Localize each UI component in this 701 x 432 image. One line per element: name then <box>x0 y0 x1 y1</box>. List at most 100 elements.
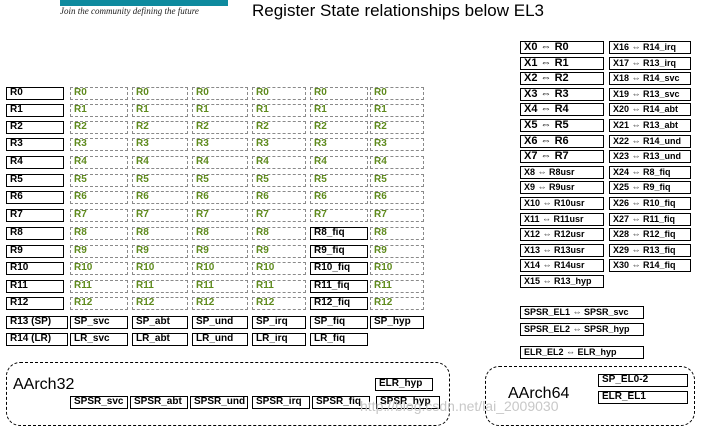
aarch32-reg-box: LR_fiq <box>310 333 368 346</box>
aarch32-reg-box: R7 <box>192 209 248 222</box>
spsr-box: SPSR_fiq <box>312 396 370 409</box>
aarch32-reg-box: R5 <box>310 174 368 187</box>
x-register-box: X28 ⇔ R12_fiq <box>609 228 691 242</box>
x-register-box: X20 ⇔ R14_abt <box>609 103 691 117</box>
aarch32-reg-box: R9_fiq <box>310 245 368 258</box>
aarch32-reg-box: R11 <box>252 280 306 293</box>
aarch32-reg-box: R12 <box>252 297 306 310</box>
aarch32-reg-box: R9 <box>370 245 424 258</box>
aarch32-reg-box: R10 <box>252 262 306 275</box>
aarch32-reg-box: R7 <box>370 209 424 222</box>
x-register-box: X3 ⇔ R3 <box>520 87 604 101</box>
x-register-box: X4 ⇔ R4 <box>520 103 604 117</box>
aarch32-reg-box: R12 <box>192 297 248 310</box>
aarch32-reg-box: R11 <box>370 280 424 293</box>
watermark-text: http://blog.csdn.net/lai_2009030 <box>360 398 559 414</box>
x-register-box: X27 ⇔ R11_fiq <box>609 212 691 226</box>
aarch32-reg-box: R12_fiq <box>310 297 368 310</box>
x-register-box: X30 ⇔ R14_fiq <box>609 259 691 273</box>
spsr-box: SPSR_hyp <box>376 396 440 409</box>
spsr-box: SPSR_svc <box>70 396 128 409</box>
elr-hyp-box: ELR_hyp <box>375 378 433 391</box>
aarch32-reg-box: R5 <box>6 174 64 187</box>
x-register-box: X15 ⇔ R13_hyp <box>520 275 604 288</box>
x-register-box: X6 ⇔ R6 <box>520 134 604 148</box>
aarch32-reg-box: R5 <box>192 174 248 187</box>
x-register-box: X22 ⇔ R14_und <box>609 134 691 148</box>
x-register-box: X17 ⇔ R13_irq <box>609 56 691 70</box>
spsr-box: SPSR_abt <box>130 396 188 409</box>
aarch32-reg-box: R6 <box>70 191 128 204</box>
aarch32-reg-box: R3 <box>70 138 128 151</box>
aarch32-reg-box: R14 (LR) <box>6 333 68 346</box>
aarch32-reg-box: R3 <box>6 138 64 151</box>
elr-el1-box: ELR_EL1 <box>598 391 688 404</box>
aarch32-reg-box: R4 <box>310 156 368 169</box>
x-register-box: X25 ⇔ R9_fiq <box>609 181 691 195</box>
aarch32-reg-box: R10 <box>70 262 128 275</box>
aarch32-reg-box: R10 <box>6 262 64 275</box>
tagline: Join the community defining the future <box>60 6 199 16</box>
aarch32-reg-box: R0 <box>192 87 248 100</box>
aarch32-reg-box: R2 <box>6 121 64 134</box>
x-register-box: X16 ⇔ R14_irq <box>609 41 691 54</box>
aarch32-reg-box: R5 <box>70 174 128 187</box>
page-title: Register State relationships below EL3 <box>252 1 544 20</box>
aarch32-reg-box: R8 <box>6 227 64 240</box>
aarch32-reg-box: R8 <box>192 227 248 240</box>
aarch32-reg-box: R8_fiq <box>310 227 368 240</box>
x-register-box: X2 ⇔ R2 <box>520 72 604 86</box>
aarch32-reg-box: R1 <box>70 104 128 117</box>
aarch32-reg-box: R3 <box>370 138 424 151</box>
x-register-box: X1 ⇔ R1 <box>520 56 604 70</box>
aarch32-reg-box: R11 <box>132 280 188 293</box>
aarch32-reg-box: R1 <box>252 104 306 117</box>
aarch32-reg-box: R7 <box>70 209 128 222</box>
aarch32-reg-box: R5 <box>370 174 424 187</box>
aarch32-reg-box: R0 <box>370 87 424 100</box>
spsr-box: SPSR_irq <box>252 396 310 409</box>
aarch32-reg-box: R12 <box>6 297 64 310</box>
x-register-box: X24 ⇔ R8_fiq <box>609 165 691 179</box>
aarch32-reg-box: SP_und <box>192 316 248 329</box>
aarch32-reg-box: R4 <box>370 156 424 169</box>
spsr-el2-box: SPSR_EL2 ⇔ SPSR_hyp <box>520 323 644 336</box>
aarch32-reg-box: LR_und <box>192 333 248 346</box>
x-register-box: X12 ⇔ R12usr <box>520 228 604 242</box>
aarch32-reg-box: R11 <box>70 280 128 293</box>
x-register-box: X9 ⇔ R9usr <box>520 181 604 195</box>
aarch32-reg-box: R8 <box>252 227 306 240</box>
aarch32-label: AArch32 <box>13 376 75 393</box>
x-register-box: X18 ⇔ R14_svc <box>609 72 691 86</box>
x-register-box: X10 ⇔ R10usr <box>520 197 604 210</box>
aarch32-reg-box: R4 <box>192 156 248 169</box>
aarch32-reg-box: R2 <box>252 121 306 134</box>
aarch32-reg-box: R10 <box>192 262 248 275</box>
aarch32-reg-box: SP_irq <box>252 316 306 329</box>
aarch32-reg-box: R7 <box>132 209 188 222</box>
aarch32-reg-box: R11 <box>192 280 248 293</box>
aarch32-reg-box: R9 <box>6 245 64 258</box>
aarch32-reg-box: R0 <box>310 87 368 100</box>
x-register-box: X23 ⇔ R13_und <box>609 150 691 164</box>
aarch32-reg-box: SP_fiq <box>310 316 368 329</box>
aarch32-reg-box: R12 <box>70 297 128 310</box>
aarch32-reg-box: R2 <box>70 121 128 134</box>
x-register-box: X5 ⇔ R5 <box>520 119 604 132</box>
spsr-box: SPSR_und <box>190 396 248 409</box>
aarch32-reg-box: R10 <box>132 262 188 275</box>
aarch32-reg-box: R9 <box>132 245 188 258</box>
aarch32-reg-box: R7 <box>6 209 64 222</box>
x-register-box: X14 ⇔ R14usr <box>520 259 604 273</box>
aarch32-reg-box: R8 <box>70 227 128 240</box>
aarch32-reg-box: LR_irq <box>252 333 306 346</box>
aarch32-reg-box: SP_hyp <box>370 316 424 329</box>
aarch32-reg-box: R1 <box>6 104 64 117</box>
aarch32-reg-box: R2 <box>192 121 248 134</box>
aarch32-reg-box: R8 <box>132 227 188 240</box>
aarch32-reg-box: R3 <box>310 138 368 151</box>
x-register-box: X21 ⇔ R13_abt <box>609 119 691 132</box>
aarch64-label: AArch64 <box>508 385 570 402</box>
aarch32-reg-box: R1 <box>310 104 368 117</box>
aarch32-reg-box: R0 <box>132 87 188 100</box>
